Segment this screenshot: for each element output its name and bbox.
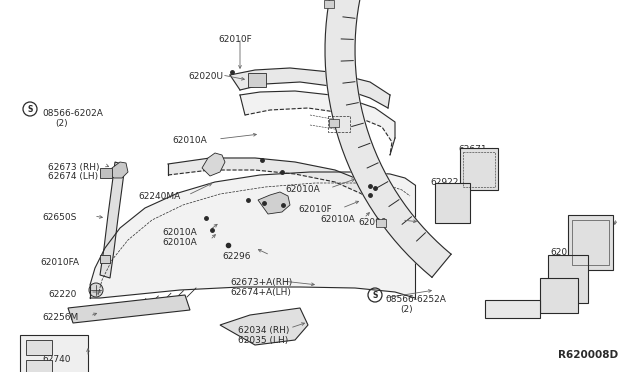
Text: 08566-6252A: 08566-6252A [385,295,446,304]
Text: 62673+A(RH): 62673+A(RH) [230,278,292,287]
FancyBboxPatch shape [329,119,339,127]
Text: 62296: 62296 [222,252,250,261]
Polygon shape [325,0,451,277]
Text: S: S [372,291,378,299]
Text: 62010F: 62010F [298,205,332,214]
Text: R620008D: R620008D [558,350,618,360]
Text: S: S [28,105,33,113]
Polygon shape [68,295,190,323]
FancyBboxPatch shape [26,360,52,372]
Text: 62673 (RH): 62673 (RH) [48,163,99,172]
Text: 62011B: 62011B [547,282,582,291]
FancyBboxPatch shape [435,183,470,223]
FancyBboxPatch shape [485,300,540,318]
FancyBboxPatch shape [324,0,333,8]
Text: 08566-6202A: 08566-6202A [42,109,103,118]
Text: 62010A: 62010A [162,238,196,247]
FancyBboxPatch shape [376,219,387,227]
Text: (2): (2) [55,119,68,128]
Text: 62034 (RH): 62034 (RH) [238,326,289,335]
Polygon shape [202,153,225,176]
Text: 62010A: 62010A [172,136,207,145]
Text: 62010A: 62010A [320,215,355,224]
FancyBboxPatch shape [460,148,498,190]
Polygon shape [230,68,390,108]
Text: 62035 (LH): 62035 (LH) [238,336,288,345]
Polygon shape [90,172,415,298]
FancyBboxPatch shape [100,168,112,178]
Text: 62220: 62220 [48,290,76,299]
FancyBboxPatch shape [248,73,266,87]
Text: 62010F: 62010F [218,35,252,44]
Text: 62650S: 62650S [42,213,76,222]
Text: 62011A: 62011A [550,248,585,257]
Circle shape [89,283,103,297]
Text: 62740: 62740 [42,355,70,364]
Polygon shape [168,158,365,194]
Text: 62010A: 62010A [285,185,320,194]
Polygon shape [220,308,308,345]
FancyBboxPatch shape [100,255,110,263]
Polygon shape [258,192,290,214]
Text: 62240MA: 62240MA [138,192,180,201]
Polygon shape [240,91,395,155]
Text: 62671: 62671 [458,145,486,154]
Polygon shape [110,162,128,178]
Text: 62090: 62090 [358,218,387,227]
Text: (2): (2) [400,305,413,314]
FancyBboxPatch shape [548,255,588,303]
Text: 62674+A(LH): 62674+A(LH) [230,288,291,297]
FancyBboxPatch shape [568,215,613,270]
Text: 62672: 62672 [568,215,596,224]
Text: 62010FA: 62010FA [40,258,79,267]
Text: 62256M: 62256M [42,313,78,322]
Text: 62674 (LH): 62674 (LH) [48,172,98,181]
Polygon shape [100,162,125,278]
FancyBboxPatch shape [540,278,578,313]
FancyBboxPatch shape [20,335,88,372]
Text: 62011E: 62011E [490,307,524,316]
Text: 62010A: 62010A [162,228,196,237]
FancyBboxPatch shape [26,340,52,355]
Text: 62922: 62922 [430,178,458,187]
Text: 62020U: 62020U [188,72,223,81]
